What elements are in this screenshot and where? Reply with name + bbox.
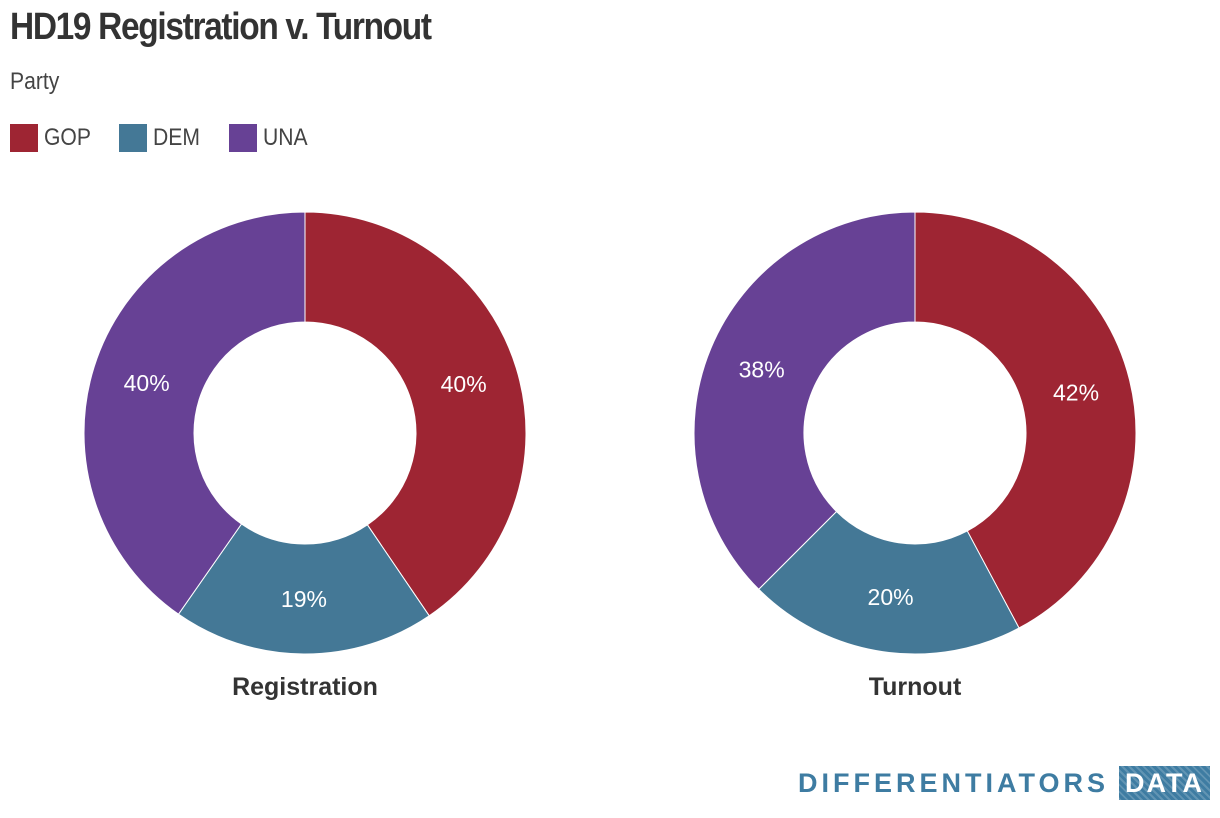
registration-label-dem: 19% (281, 586, 327, 612)
brand-data-badge: DATA (1119, 766, 1210, 800)
legend-item-dem[interactable]: DEM (119, 124, 206, 152)
brand-name: DIFFERENTIATORS (798, 767, 1110, 798)
registration-slice-gop[interactable] (304, 211, 527, 617)
legend: GOP DEM UNA (10, 124, 335, 152)
brand-logo: DIFFERENTIATORS DATA (798, 766, 1210, 800)
turnout-slice-dem[interactable] (758, 510, 1020, 655)
turnout-label-gop: 42% (1053, 380, 1099, 406)
legend-label-gop: GOP (44, 124, 91, 151)
registration-slice-dem[interactable] (177, 523, 430, 655)
registration-chart-title: Registration (232, 673, 378, 701)
turnout-label-dem: 20% (868, 584, 914, 610)
legend-item-una[interactable]: UNA (228, 124, 314, 152)
turnout-label-una: 38% (739, 356, 785, 382)
registration-slice-una[interactable] (83, 211, 306, 615)
legend-swatch-dem (119, 124, 148, 152)
legend-swatch-una (228, 124, 257, 152)
turnout-chart-title: Turnout (869, 673, 962, 701)
legend-label-una: UNA (262, 124, 308, 151)
legend-item-gop[interactable]: GOP (10, 124, 97, 152)
chart-subtitle: Party (10, 68, 60, 95)
legend-swatch-gop (10, 124, 38, 152)
turnout-slice-una[interactable] (693, 211, 916, 590)
registration-label-gop: 40% (441, 371, 487, 397)
turnout-slice-gop[interactable] (914, 211, 1137, 629)
registration-label-una: 40% (124, 370, 170, 396)
chart-title: HD19 Registration v. Turnout (10, 6, 432, 48)
legend-label-dem: DEM (153, 124, 201, 151)
